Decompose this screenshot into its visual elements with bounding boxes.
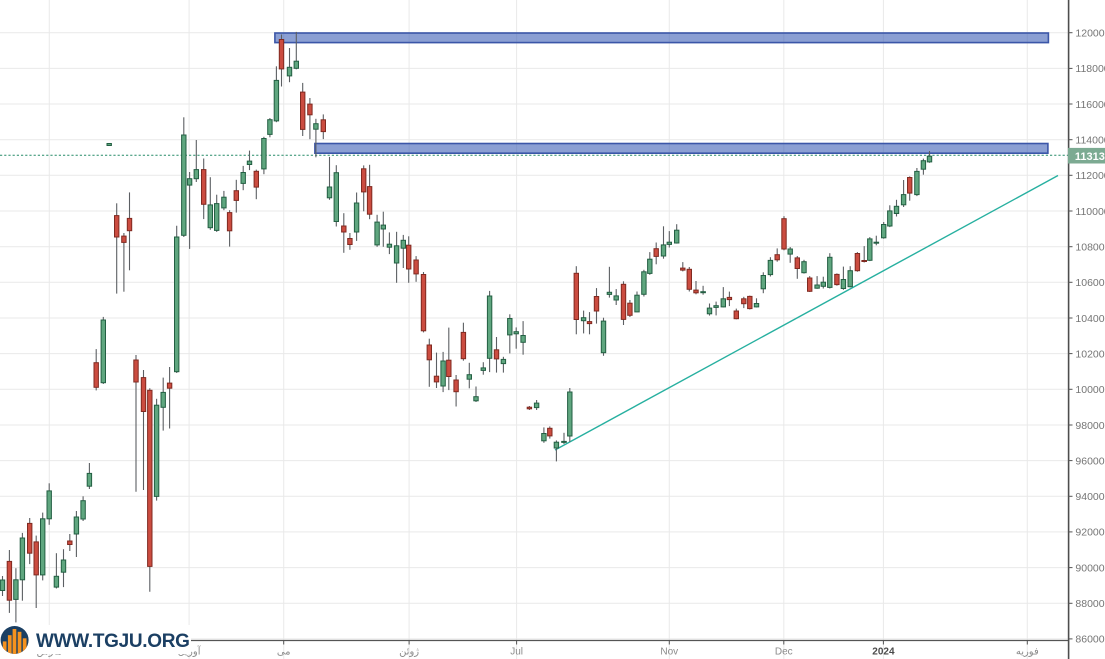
svg-text:2024: 2024 xyxy=(872,647,895,658)
svg-text:86000: 86000 xyxy=(1075,634,1104,646)
svg-text:110000: 110000 xyxy=(1075,206,1105,218)
svg-text:106000: 106000 xyxy=(1075,277,1105,289)
svg-text:120000: 120000 xyxy=(1075,28,1105,40)
svg-text:114000: 114000 xyxy=(1075,135,1105,147)
svg-text:90000: 90000 xyxy=(1075,562,1104,574)
svg-text:100000: 100000 xyxy=(1075,384,1105,396)
svg-text:92000: 92000 xyxy=(1075,527,1104,539)
svg-text:116000: 116000 xyxy=(1075,99,1105,111)
svg-text:Dec: Dec xyxy=(775,647,793,658)
svg-text:Jul: Jul xyxy=(510,647,523,658)
svg-text:113130: 113130 xyxy=(1075,151,1105,163)
svg-text:102000: 102000 xyxy=(1075,348,1105,360)
svg-text:88000: 88000 xyxy=(1075,598,1104,610)
svg-text:118000: 118000 xyxy=(1075,63,1105,75)
svg-text:ژوئن: ژوئن xyxy=(399,647,419,658)
svg-text:WWW.TGJU.ORG: WWW.TGJU.ORG xyxy=(36,631,190,652)
svg-text:108000: 108000 xyxy=(1075,242,1105,254)
svg-text:فوریه: فوریه xyxy=(1016,647,1039,658)
svg-text:Nov: Nov xyxy=(660,647,678,658)
svg-text:96000: 96000 xyxy=(1075,455,1104,467)
svg-text:98000: 98000 xyxy=(1075,420,1104,432)
svg-text:104000: 104000 xyxy=(1075,313,1105,325)
svg-text:112000: 112000 xyxy=(1075,170,1105,182)
svg-text:94000: 94000 xyxy=(1075,491,1104,503)
svg-text:می: می xyxy=(277,647,291,658)
